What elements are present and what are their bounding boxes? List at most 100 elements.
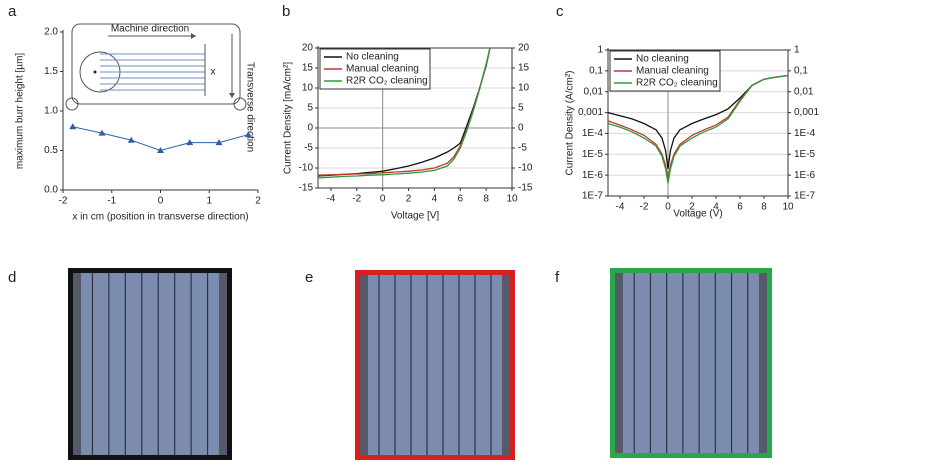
legend-label: No cleaning (636, 54, 689, 65)
y-tick-label: -15 (299, 183, 314, 194)
marker (157, 147, 164, 153)
y-tick-label: -10 (299, 163, 314, 174)
y2-tick-label: 0,001 (794, 107, 819, 118)
plot-frame (317, 47, 513, 189)
x-tick-label: -2 (59, 196, 68, 207)
y-tick-label: 0,001 (578, 107, 603, 118)
marker (186, 139, 194, 146)
inset-diagram (65, 23, 247, 111)
edge-strip (73, 273, 81, 455)
panel-label: c (556, 3, 564, 20)
y-tick-label: 1.5 (44, 66, 58, 77)
cell-area (360, 275, 510, 455)
legend-label: No cleaning (346, 52, 399, 63)
y-tick-label: 15 (302, 63, 314, 74)
series-line (607, 74, 789, 184)
y2-tick-label: -5 (518, 143, 527, 154)
legend-label: R2R CO₂ cleaning (636, 78, 718, 89)
y-tick-label: -5 (304, 143, 313, 154)
series-line (72, 126, 249, 152)
roller (233, 97, 247, 111)
y2-tick-label: 0 (518, 123, 524, 134)
panel-label: e (305, 269, 313, 286)
edge-strip (615, 273, 623, 453)
x-tick-label: -2 (640, 202, 649, 213)
y-tick-label: 0 (307, 123, 313, 134)
y-tick-label: 1E-4 (582, 128, 604, 139)
stripes (100, 53, 205, 91)
x-tick-label: -1 (107, 196, 116, 207)
y-tick-label: 1E-5 (582, 149, 604, 160)
x-tick-label: 0 (665, 202, 671, 213)
x-tick-label: 10 (782, 202, 794, 213)
plot-frame (607, 49, 789, 197)
x-axis-label: Voltage (V) (673, 209, 722, 220)
y-tick-label: 20 (302, 43, 314, 54)
annotation: Transverse direction (244, 62, 255, 152)
y-tick-label: 1.0 (44, 106, 58, 117)
x-tick-label: 2 (689, 202, 695, 213)
legend-label: Manual cleaning (636, 66, 709, 77)
legend-label: R2R CO₂ cleaning (346, 76, 428, 87)
arrow-head (191, 33, 196, 39)
y-tick-label: 0,01 (584, 86, 604, 97)
marker (98, 129, 106, 136)
marker (244, 131, 252, 138)
y-tick-label: 1E-6 (582, 170, 604, 181)
y2-tick-label: 0,1 (794, 65, 808, 76)
x-tick-label: 10 (506, 194, 518, 205)
y2-tick-label: -10 (518, 163, 533, 174)
x-axis-label: Voltage [V] (391, 211, 440, 222)
edge-strip (502, 275, 510, 455)
marker (69, 123, 77, 130)
y-tick-label: 10 (302, 83, 314, 94)
x-tick-label: 8 (483, 194, 489, 205)
annotation: x (211, 67, 216, 78)
x-tick-label: 1 (206, 196, 212, 207)
y-axis-label: maximum burr height [µm] (15, 53, 26, 170)
y2-tick-label: 1E-5 (794, 149, 816, 160)
legend-label: Manual cleaning (346, 64, 419, 75)
annotation: Machine direction (111, 24, 189, 35)
y-axis-label: Current Density (A/cm²) (565, 70, 576, 175)
x-tick-label: 0 (380, 194, 386, 205)
y2-tick-label: 1E-4 (794, 128, 816, 139)
panel-label: b (282, 3, 290, 20)
y-tick-label: 2.0 (44, 27, 58, 38)
edge-strip (219, 273, 227, 455)
x-tick-label: -2 (352, 194, 361, 205)
x-tick-label: 6 (737, 202, 743, 213)
x-tick-label: -4 (326, 194, 335, 205)
y-tick-label: 5 (307, 103, 313, 114)
x-tick-label: 0 (158, 196, 164, 207)
y2-tick-label: 15 (518, 63, 530, 74)
x-axis-label: x in cm (position in transverse directio… (72, 212, 248, 223)
x-tick-label: 2 (255, 196, 261, 207)
x-tick-label: 4 (713, 202, 719, 213)
y-tick-label: 0.5 (44, 145, 58, 156)
y-tick-label: 0,1 (589, 65, 603, 76)
y-tick-label: 0.0 (44, 185, 58, 196)
edge-strip (759, 273, 767, 453)
y2-tick-label: 20 (518, 43, 530, 54)
x-tick-label: 4 (432, 194, 438, 205)
y-axis-label: Current Density [mA/cm²] (283, 62, 294, 174)
y2-tick-label: 1E-7 (794, 191, 816, 202)
y2-tick-label: 5 (518, 103, 524, 114)
cell-area (615, 273, 767, 453)
y-tick-label: 1 (597, 45, 603, 56)
y2-tick-label: 10 (518, 83, 530, 94)
panel-label: f (555, 269, 560, 286)
y2-tick-label: -15 (518, 183, 533, 194)
inset-frame (71, 23, 241, 105)
marker (127, 136, 135, 143)
arrow-head (229, 93, 235, 98)
center-dot (93, 70, 97, 74)
cell-area (73, 273, 227, 455)
x-tick-label: 2 (406, 194, 412, 205)
x-tick-label: -4 (616, 202, 625, 213)
y-tick-label: 1E-7 (582, 191, 604, 202)
